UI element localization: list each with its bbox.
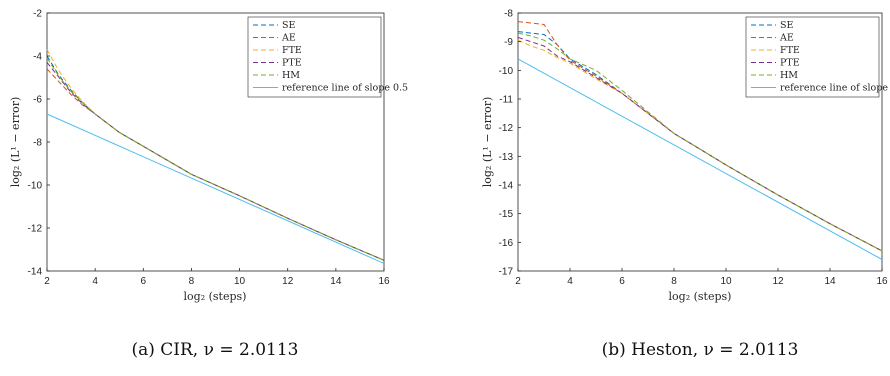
x-tick-label: 2	[515, 276, 521, 287]
y-tick-label: -12	[499, 123, 514, 134]
series-line-hm	[517, 32, 883, 252]
x-tick-label: 6	[141, 276, 147, 287]
legend-box	[247, 16, 382, 98]
y-ticks: -8 -9 -10 -11 -12 -13 -14 -15 -16 -17	[499, 9, 521, 278]
caption-b: (b) Heston, ν = 2.0113	[602, 340, 799, 360]
series-line-fte	[46, 49, 385, 261]
x-axis-label: log₂ (steps)	[669, 290, 732, 303]
y-tick-label: -10	[499, 66, 514, 77]
y-tick-label: -8	[504, 9, 513, 20]
x-ticks: 2 4 6 8 10 12 14 16	[515, 268, 888, 287]
x-tick-label: 14	[330, 276, 342, 287]
y-tick-label: -14	[499, 181, 514, 192]
series-line-ae	[46, 68, 385, 261]
y-tick-label: -6	[33, 95, 42, 106]
x-tick-label: 14	[824, 276, 836, 287]
y-tick-label: -12	[28, 224, 43, 235]
x-tick-label: 2	[44, 276, 50, 287]
y-tick-label: -15	[499, 209, 514, 220]
y-tick-label: -2	[33, 9, 42, 20]
series-layer	[517, 21, 883, 260]
x-tick-label: 8	[671, 276, 677, 287]
y-tick-label: -9	[504, 37, 513, 48]
legend-label: PTE	[780, 58, 800, 69]
legend-label: reference line of slope 0.5	[282, 83, 408, 94]
y-axis-label: log₂ (L¹ − error)	[481, 97, 494, 188]
x-tick-label: 10	[234, 276, 246, 287]
legend-label: HM	[282, 70, 300, 81]
y-tick-label: -14	[28, 267, 43, 278]
y-axis-label: log₂ (L¹ − error)	[9, 97, 22, 188]
y-tick-label: -8	[33, 138, 42, 149]
series-line-pte	[46, 62, 385, 261]
y-tick-label: -16	[499, 238, 514, 249]
y-tick-label: -10	[28, 181, 43, 192]
legend-label: HM	[780, 70, 798, 81]
x-tick-label: 12	[282, 276, 294, 287]
legend-label: reference line of slope 0.5	[780, 83, 890, 94]
x-tick-label: 16	[378, 276, 390, 287]
x-axis-label: log₂ (steps)	[184, 290, 247, 303]
chart-heston: 2 4 6 8 10 12 14 16 -8 -9 -10 -11 -12 -13 -14 -15 -16 -1…	[481, 9, 890, 361]
y-tick-label: -4	[33, 52, 42, 63]
x-ticks: 2 4 6 8 10 12 14 16	[44, 268, 390, 287]
legend-label: FTE	[780, 45, 800, 56]
y-tick-label: -11	[499, 95, 513, 106]
legend-label: SE	[780, 20, 794, 31]
legend-label: SE	[282, 20, 296, 31]
legend-label: AE	[779, 33, 794, 44]
y-ticks: -2 -4 -6 -8 -10 -12 -14	[28, 9, 50, 278]
x-tick-label: 10	[720, 276, 732, 287]
legend-box	[745, 16, 880, 98]
x-tick-label: 4	[92, 276, 98, 287]
legend-label: FTE	[282, 45, 302, 56]
x-tick-label: 8	[189, 276, 195, 287]
series-line-pte	[517, 36, 883, 252]
legend-label: AE	[281, 33, 296, 44]
series-line-reference-line-of-slope-0-5	[517, 58, 883, 260]
x-tick-label: 6	[619, 276, 625, 287]
y-tick-label: -17	[499, 267, 514, 278]
series-layer	[46, 49, 385, 264]
x-tick-label: 16	[876, 276, 888, 287]
chart-cir: 2 4 6 8 10 12 14 16 -2 -4 -6 -8 -10 -12 -14 log₂ (ste…	[9, 9, 408, 361]
x-tick-label: 4	[567, 276, 573, 287]
y-tick-label: -13	[499, 152, 514, 163]
series-line-reference-line-of-slope-0-5	[46, 113, 385, 264]
x-tick-label: 12	[772, 276, 784, 287]
caption-a: (a) CIR, ν = 2.0113	[131, 340, 298, 360]
legend-label: PTE	[282, 58, 302, 69]
